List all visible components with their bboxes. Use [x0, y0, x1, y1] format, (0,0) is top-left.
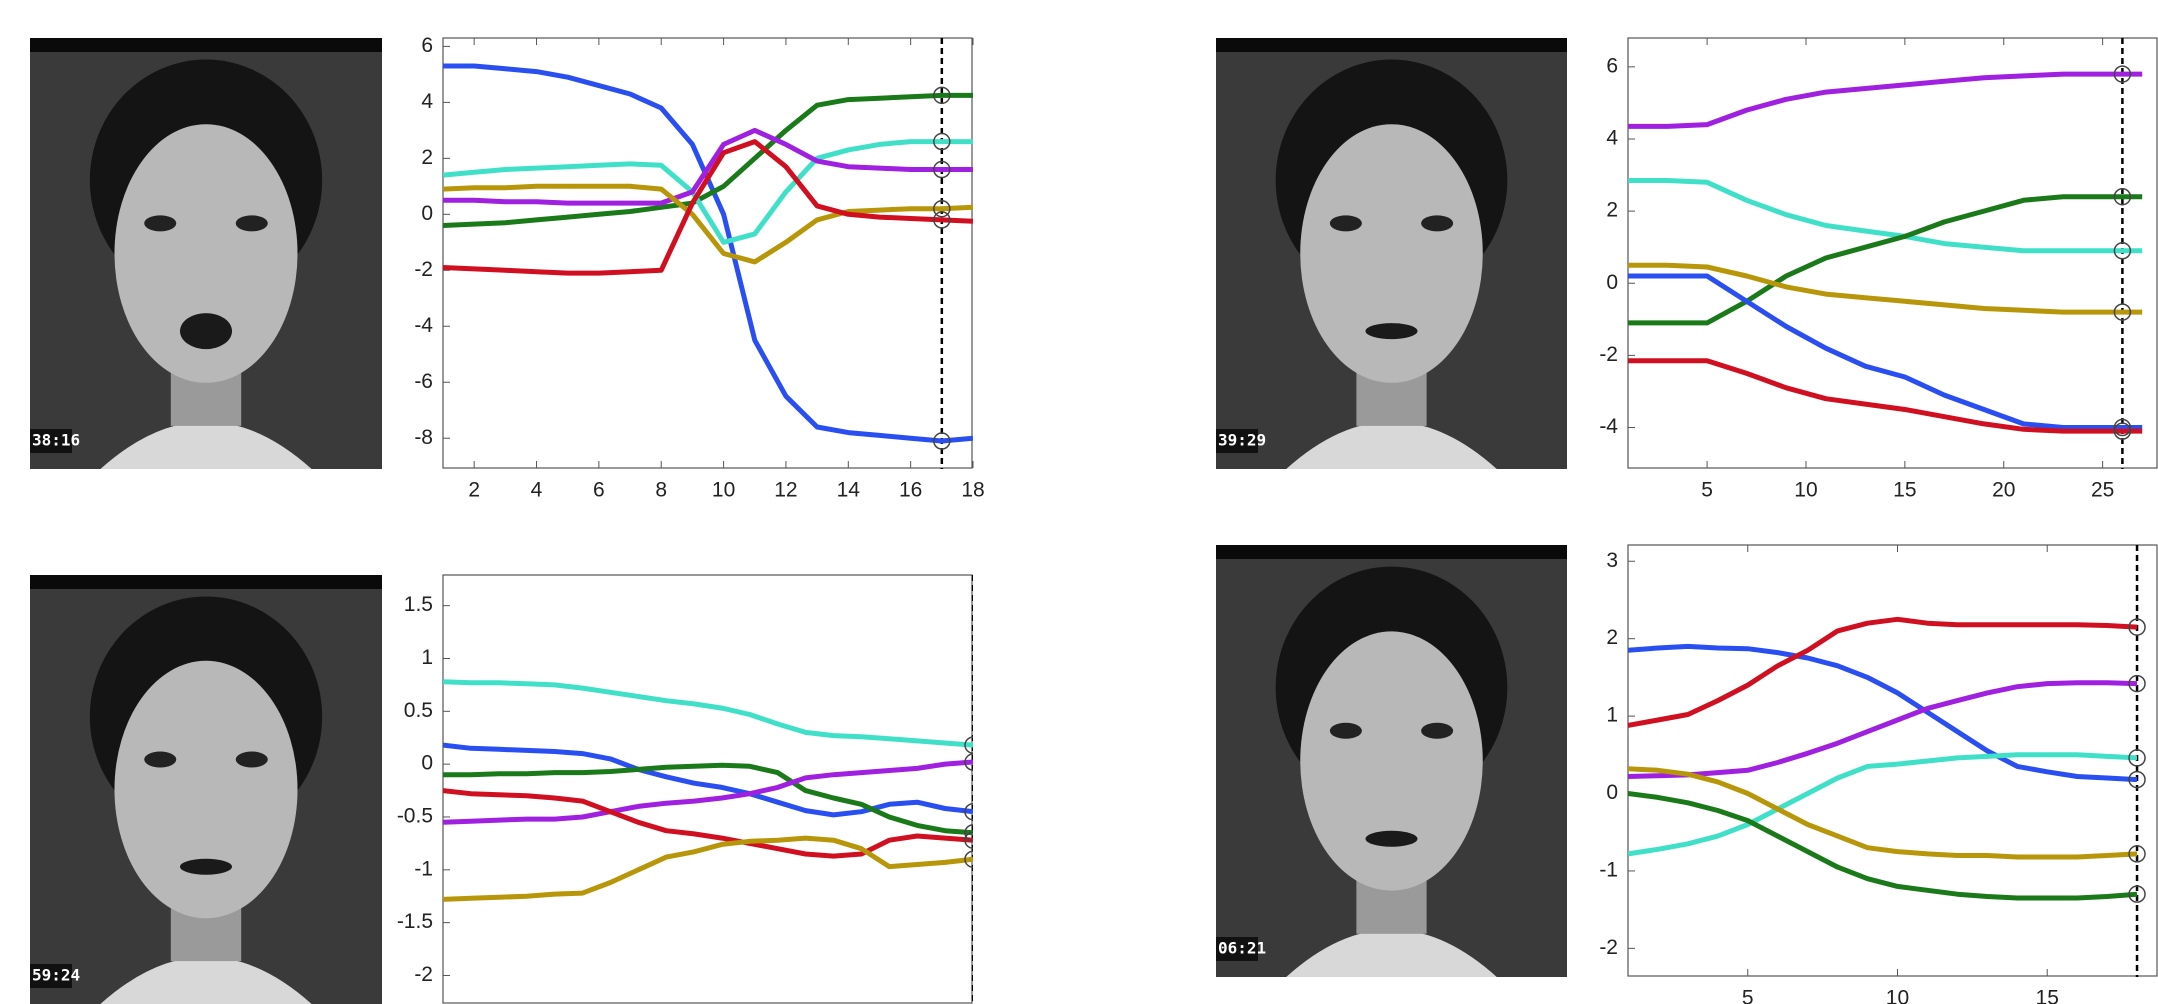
eye: [236, 751, 268, 767]
x-tick-label: 6: [593, 479, 605, 502]
y-tick-label: 6: [421, 34, 433, 57]
photo-top-bar: [30, 38, 382, 52]
face: [1300, 124, 1483, 383]
face: [1300, 631, 1483, 890]
plot-frame: [443, 575, 972, 1003]
face-photo: 06:21: [1216, 545, 1567, 977]
x-tick-label: 12: [774, 479, 797, 502]
eye: [1330, 723, 1362, 739]
y-tick-label: 2: [421, 146, 433, 169]
y-tick-label: 4: [421, 90, 433, 113]
x-tick-label: 2: [468, 479, 480, 502]
timestamp: 39:29: [1218, 431, 1266, 450]
eye: [236, 215, 268, 231]
timestamp: 06:21: [1218, 939, 1266, 958]
x-tick-label: 18: [961, 479, 984, 502]
x-tick-label: 10: [1794, 479, 1817, 502]
y-tick-label: -2: [1599, 343, 1618, 366]
mouth: [1366, 323, 1418, 339]
x-tick-label: 10: [1886, 987, 1909, 1004]
x-tick-label: 5: [1742, 987, 1754, 1004]
y-tick-label: -1: [1599, 858, 1618, 881]
mouth: [1366, 831, 1418, 847]
y-tick-label: 0: [421, 752, 433, 775]
face-photo: 38:16: [30, 38, 382, 469]
eye: [1421, 215, 1453, 231]
y-tick-label: 6: [1606, 54, 1618, 77]
y-tick-label: 1.5: [404, 593, 433, 616]
y-tick-label: -4: [1599, 415, 1618, 438]
photo-top-bar: [30, 575, 382, 589]
x-tick-label: 8: [655, 479, 667, 502]
y-tick-label: -2: [414, 258, 433, 281]
y-tick-label: 1: [421, 646, 433, 669]
timestamp: 38:16: [32, 431, 80, 450]
x-tick-label: 25: [2091, 479, 2114, 502]
y-tick-label: -8: [414, 426, 433, 449]
y-tick-label: 0: [1606, 271, 1618, 294]
timestamp: 59:24: [32, 966, 80, 985]
x-tick-label: 16: [899, 479, 922, 502]
photo-top-bar: [1216, 545, 1567, 559]
x-tick-label: 14: [837, 479, 861, 502]
eye: [1421, 723, 1453, 739]
face-photo: 39:29: [1216, 38, 1567, 469]
y-tick-label: 1: [1606, 704, 1618, 727]
y-tick-label: -0.5: [397, 805, 433, 828]
mouth: [180, 313, 232, 349]
x-tick-label: 15: [2036, 987, 2059, 1004]
face: [114, 661, 297, 918]
y-tick-label: -2: [1599, 936, 1618, 959]
figure: 38:1639:2959:2406:21-8-6-4-2024624681012…: [0, 0, 2158, 1004]
y-tick-label: -1: [414, 857, 433, 880]
y-tick-label: 0.5: [404, 699, 433, 722]
x-tick-label: 10: [712, 479, 735, 502]
x-tick-label: 5: [1701, 479, 1713, 502]
y-tick-label: 3: [1606, 549, 1618, 572]
plot-frame: [1628, 545, 2157, 976]
y-tick-label: -2: [414, 963, 433, 986]
mouth: [180, 859, 232, 875]
x-tick-label: 4: [531, 479, 543, 502]
x-tick-label: 15: [1893, 479, 1916, 502]
eye: [144, 751, 176, 767]
y-tick-label: 0: [421, 202, 433, 225]
eye: [1330, 215, 1362, 231]
y-tick-label: 0: [1606, 781, 1618, 804]
y-tick-label: -4: [414, 314, 433, 337]
face-photo: 59:24: [30, 575, 382, 1004]
x-tick-label: 20: [1992, 479, 2015, 502]
y-tick-label: 2: [1606, 199, 1618, 222]
y-tick-label: 4: [1606, 127, 1618, 150]
y-tick-label: 2: [1606, 626, 1618, 649]
y-tick-label: -6: [414, 370, 433, 393]
photo-top-bar: [1216, 38, 1567, 52]
y-tick-label: -1.5: [397, 910, 433, 933]
eye: [144, 215, 176, 231]
plot-frame: [443, 38, 972, 468]
